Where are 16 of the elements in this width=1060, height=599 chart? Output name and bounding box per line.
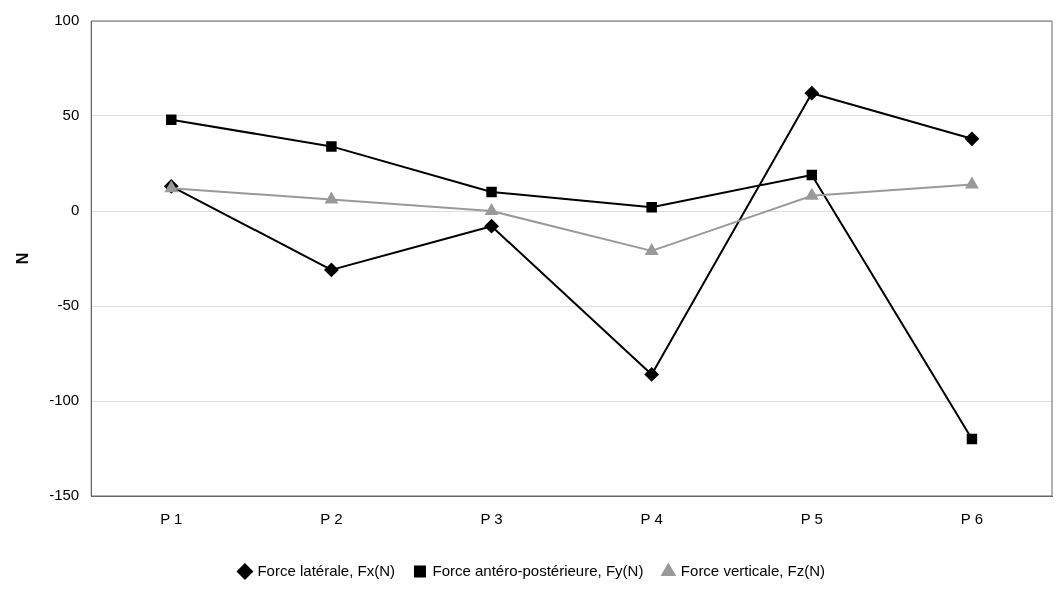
legend-label: Force antéro-postérieure, Fy(N) xyxy=(432,561,644,579)
legend-label: Force verticale, Fz(N) xyxy=(680,561,826,579)
x-tick-label: P 4 xyxy=(640,510,663,528)
x-tick-label: P 2 xyxy=(320,510,343,528)
x-tick-label: P 3 xyxy=(480,510,503,528)
legend-label: Force latérale, Fx(N) xyxy=(257,561,395,579)
x-tick-label: P 1 xyxy=(160,510,183,528)
y-tick-label: -150 xyxy=(49,486,80,504)
y-tick-label: -50 xyxy=(57,296,80,314)
y-tick-label: 100 xyxy=(54,11,80,29)
x-tick-label: P 6 xyxy=(960,510,984,528)
y-tick-label: 50 xyxy=(62,106,80,124)
y-axis-title: N xyxy=(14,252,32,265)
y-tick-label: -100 xyxy=(49,391,80,409)
y-tick-label: 0 xyxy=(70,201,80,219)
x-tick-label: P 5 xyxy=(800,510,823,528)
